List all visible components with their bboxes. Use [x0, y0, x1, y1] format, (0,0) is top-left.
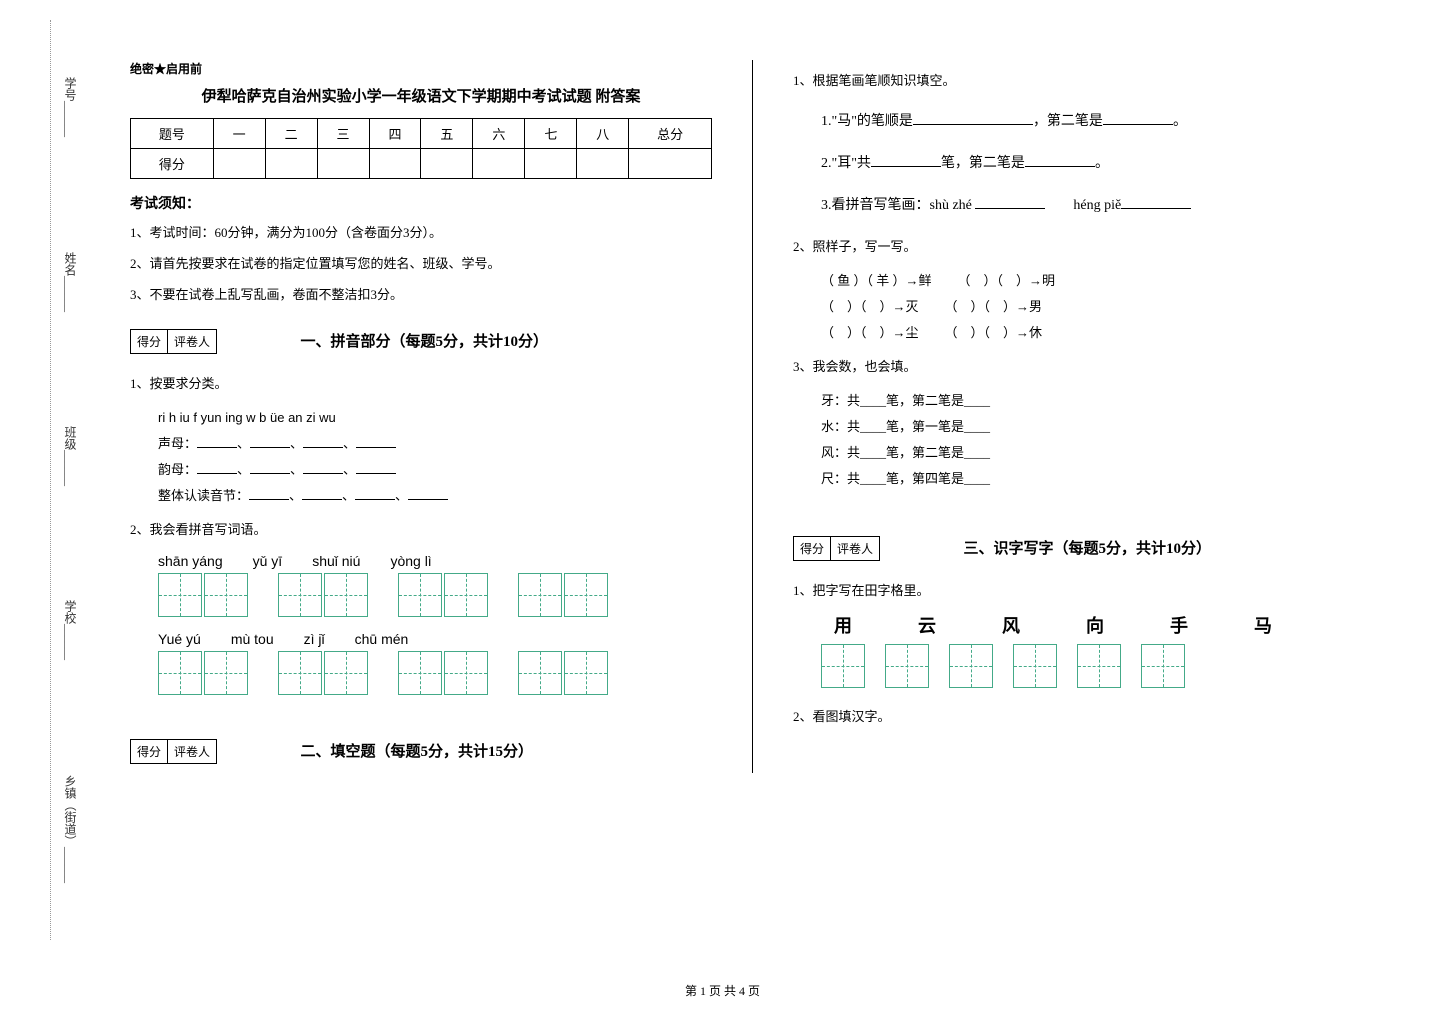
section2-title: 二、填空题（每题5分，共计15分） [301, 740, 534, 761]
pinyin-row: shān yáng yǔ yī shuǐ niú yòng lì [158, 553, 712, 569]
q1-1-line: 韵母：、、、 [158, 457, 712, 483]
score-box-left: 得分 [131, 330, 168, 353]
right-column: 1、根据笔画笔顺知识填空。 1."马"的笔顺是，第二笔是。 2."耳"共笔，第二… [763, 60, 1405, 773]
q1-1-line: 整体认读音节：、、、 [158, 483, 712, 509]
score-box-right: 评卷人 [168, 740, 216, 763]
th: 题号 [131, 119, 214, 149]
r-q3: 3、我会数，也会填。 [793, 354, 1375, 380]
label: 学号______ [62, 77, 79, 137]
r-q2-line: （ ）（ ）→尘 （ ）（ ）→休 [821, 320, 1375, 346]
th: 总分 [629, 119, 712, 149]
th: 六 [473, 119, 525, 149]
tian-row [158, 573, 712, 617]
section3-title: 三、识字写字（每题5分，共计10分） [964, 537, 1212, 558]
pinyin-row: Yué yú mù tou zì jǐ chū mén [158, 631, 712, 647]
left-column: 绝密★启用前 伊犁哈萨克自治州实验小学一年级语文下学期期中考试试题 附答案 题号… [100, 60, 742, 773]
th: 八 [577, 119, 629, 149]
score-box: 得分 评卷人 [130, 329, 217, 354]
label: 姓名______ [62, 252, 79, 312]
page-footer: 第 1 页 共 4 页 [0, 982, 1445, 999]
r-q2-line: （ 鱼 ）（ 羊 ）→鲜 （ ）（ ）→明 [821, 268, 1375, 294]
label: 学校______ [62, 600, 79, 660]
label: 乡镇（街道）______ [62, 775, 79, 883]
secret-label: 绝密★启用前 [130, 60, 712, 77]
score-box-left: 得分 [794, 537, 831, 560]
fill-line: 2."耳"共笔，第二笔是。 [821, 150, 1375, 178]
score-box: 得分 评卷人 [793, 536, 880, 561]
exam-title: 伊犁哈萨克自治州实验小学一年级语文下学期期中考试试题 附答案 [130, 85, 712, 106]
r3-q2: 2、看图填汉字。 [793, 704, 1375, 730]
th: 五 [421, 119, 473, 149]
note: 2、请首先按要求在试卷的指定位置填写您的姓名、班级、学号。 [130, 254, 712, 275]
r-q2-line: （ ）（ ）→灭 （ ）（ ）→男 [821, 294, 1375, 320]
r-q2: 2、照样子，写一写。 [793, 234, 1375, 260]
q1-1-items: ri h iu f yun ing w b üe an zi wu [158, 405, 712, 431]
note: 1、考试时间：60分钟，满分为100分（含卷面分3分）。 [130, 223, 712, 244]
score-box: 得分 评卷人 [130, 739, 217, 764]
score-box-right: 评卷人 [168, 330, 216, 353]
notes-title: 考试须知： [130, 193, 712, 213]
note: 3、不要在试卷上乱写乱画，卷面不整洁扣3分。 [130, 285, 712, 306]
q1-1-line: 声母：、、、 [158, 431, 712, 457]
char-row: 用 云 风 向 手 马 [821, 612, 1375, 638]
binding-strip: 学号______ 姓名______ 班级______ 学校______ 乡镇（街… [50, 20, 90, 940]
fill-line: 3.看拼音写笔画：shù zhé héng piě [821, 192, 1375, 220]
q1-1: 1、按要求分类。 [130, 371, 712, 397]
fill-line: 1."马"的笔顺是，第二笔是。 [821, 108, 1375, 136]
r-q3-line: 水：共____笔，第一笔是____ [821, 414, 1375, 440]
column-divider [752, 60, 753, 773]
score-box-right: 评卷人 [831, 537, 879, 560]
tian-six [821, 644, 1375, 688]
r-q3-line: 尺：共____笔，第四笔是____ [821, 466, 1375, 492]
r-q3-line: 风：共____笔，第二笔是____ [821, 440, 1375, 466]
th: 一 [213, 119, 265, 149]
page: 绝密★启用前 伊犁哈萨克自治州实验小学一年级语文下学期期中考试试题 附答案 题号… [0, 0, 1445, 793]
label: 班级______ [62, 426, 79, 486]
q1-2: 2、我会看拼音写词语。 [130, 517, 712, 543]
score-box-left: 得分 [131, 740, 168, 763]
r-q3-line: 牙：共____笔，第二笔是____ [821, 388, 1375, 414]
th: 四 [369, 119, 421, 149]
r3-q1: 1、把字写在田字格里。 [793, 578, 1375, 604]
r-q1: 1、根据笔画笔顺知识填空。 [793, 68, 1375, 94]
th: 七 [525, 119, 577, 149]
section1-title: 一、拼音部分（每题5分，共计10分） [301, 330, 549, 351]
tian-row [158, 651, 712, 695]
th: 三 [317, 119, 369, 149]
score-table: 题号 一 二 三 四 五 六 七 八 总分 得分 [130, 118, 712, 179]
th: 二 [265, 119, 317, 149]
td: 得分 [131, 149, 214, 179]
